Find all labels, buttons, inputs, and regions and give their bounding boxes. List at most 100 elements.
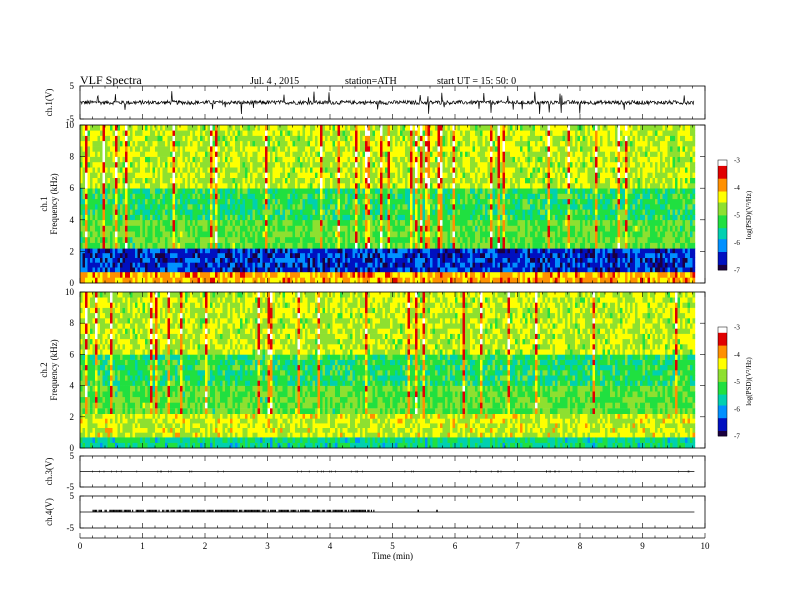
spectrogram-cell — [380, 167, 383, 173]
spectrogram-cell — [150, 204, 153, 210]
spectrogram-cell — [112, 267, 116, 273]
spectrogram-cell — [245, 253, 248, 258]
spectrogram-cell — [217, 146, 221, 152]
spectrogram-cell — [160, 219, 163, 226]
spectrogram-cell — [312, 253, 316, 258]
spectrogram-cell — [275, 172, 278, 178]
spectrogram-cell — [310, 161, 313, 168]
spectrogram-cell — [425, 262, 428, 268]
spectrogram-cell — [382, 257, 386, 263]
spectrogram-cell — [450, 140, 453, 147]
spectrogram-cell — [427, 193, 431, 200]
spectrogram-cell — [215, 209, 218, 215]
spectrogram-cell — [102, 130, 106, 136]
spectrogram-cell — [162, 177, 166, 184]
spectrogram-cell — [440, 271, 443, 278]
spectrogram-cell — [347, 257, 351, 263]
spectrogram-cell — [135, 209, 138, 215]
spectrogram-cell — [320, 172, 323, 178]
spectrogram-cell — [417, 130, 421, 136]
spectrogram-cell — [445, 219, 448, 226]
spectrogram-cell — [277, 209, 281, 215]
spectrogram-cell — [180, 130, 183, 136]
spectrogram-cell — [160, 188, 163, 194]
spectrogram-cell — [230, 193, 233, 200]
spectrogram-cell — [325, 262, 328, 268]
spectrogram-cell — [162, 231, 166, 238]
spectrogram-cell — [412, 219, 416, 226]
spectrogram-cell — [355, 214, 358, 221]
spectrogram-cell — [412, 172, 416, 178]
spectrogram-cell — [150, 219, 153, 226]
spectrogram-cell — [367, 271, 371, 278]
spectrogram-cell — [305, 219, 308, 226]
spectrogram-cell — [277, 130, 281, 136]
spectrogram-cell — [395, 125, 398, 131]
spectrogram-cell — [365, 182, 368, 189]
spectrogram-cell — [307, 130, 311, 136]
spectrogram-cell — [262, 140, 266, 147]
spectrogram-cell — [227, 231, 231, 238]
spectrogram-cell — [372, 204, 376, 210]
spectrogram-cell — [145, 257, 148, 263]
spectrogram-cell — [202, 151, 206, 157]
spectrogram-cell — [107, 253, 111, 258]
spectrogram-cell — [390, 156, 393, 163]
spectrogram-cell — [160, 135, 163, 142]
spectrogram-cell — [467, 177, 471, 184]
spectrogram-cell — [425, 156, 428, 163]
spectrogram-cell — [352, 182, 356, 189]
spectrogram-cell — [307, 140, 311, 147]
spectrogram-cell — [170, 242, 173, 249]
spectrogram-cell — [257, 182, 261, 189]
spectrogram-cell — [457, 135, 461, 142]
spectrogram-cell — [300, 257, 303, 263]
spectrogram-cell — [172, 214, 176, 221]
spectrogram-cell — [392, 177, 396, 184]
spectrogram-cell — [190, 225, 193, 232]
spectrogram-cell — [255, 188, 258, 194]
spectrogram-cell — [142, 257, 146, 263]
spectrogram-cell — [95, 225, 98, 232]
spectrogram-cell — [212, 146, 216, 152]
spectrogram-cell — [360, 225, 363, 232]
spectrogram-cell — [322, 198, 326, 205]
spectrogram-cell — [375, 177, 378, 184]
spectrogram-cell — [430, 125, 433, 131]
spectrogram-cell — [375, 253, 378, 258]
spectrogram-cell — [187, 262, 191, 268]
spectrogram-cell — [272, 146, 276, 152]
spectrogram-cell — [235, 214, 238, 221]
spectrogram-cell — [397, 182, 401, 189]
spectrogram-cell — [435, 172, 438, 178]
spectrogram-cell — [417, 262, 421, 268]
spectrogram-cell — [417, 267, 421, 273]
spectrogram-cell — [225, 156, 228, 163]
spectrogram-cell — [402, 130, 406, 136]
spectrogram-cell — [335, 277, 338, 284]
spectrogram-cell — [187, 209, 191, 215]
spectrogram-cell — [382, 146, 386, 152]
spectrogram-cell — [220, 182, 223, 189]
spectrogram-cell — [182, 140, 186, 147]
spectrogram-cell — [422, 172, 426, 178]
spectrogram-cell — [165, 167, 168, 173]
spectrogram-cell — [365, 146, 368, 152]
spectrogram-cell — [245, 140, 248, 147]
spectrogram-cell — [475, 271, 478, 278]
spectrogram-cell — [205, 193, 208, 200]
spectrogram-cell — [167, 248, 171, 254]
spectrogram-cell — [110, 188, 113, 194]
spectrogram-cell — [215, 161, 218, 168]
spectrogram-cell — [282, 130, 286, 136]
spectrogram-cell — [350, 277, 353, 284]
spectrogram-cell — [97, 236, 101, 243]
spectrogram-cell — [205, 146, 208, 152]
spectrogram-cell — [215, 193, 218, 200]
spectrogram-cell — [355, 146, 358, 152]
spectrogram-cell — [417, 146, 421, 152]
spectrogram-cell — [220, 140, 223, 147]
spectrogram-cell — [122, 242, 126, 249]
spectrogram-cell — [282, 188, 286, 194]
spectrogram-cell — [322, 204, 326, 210]
